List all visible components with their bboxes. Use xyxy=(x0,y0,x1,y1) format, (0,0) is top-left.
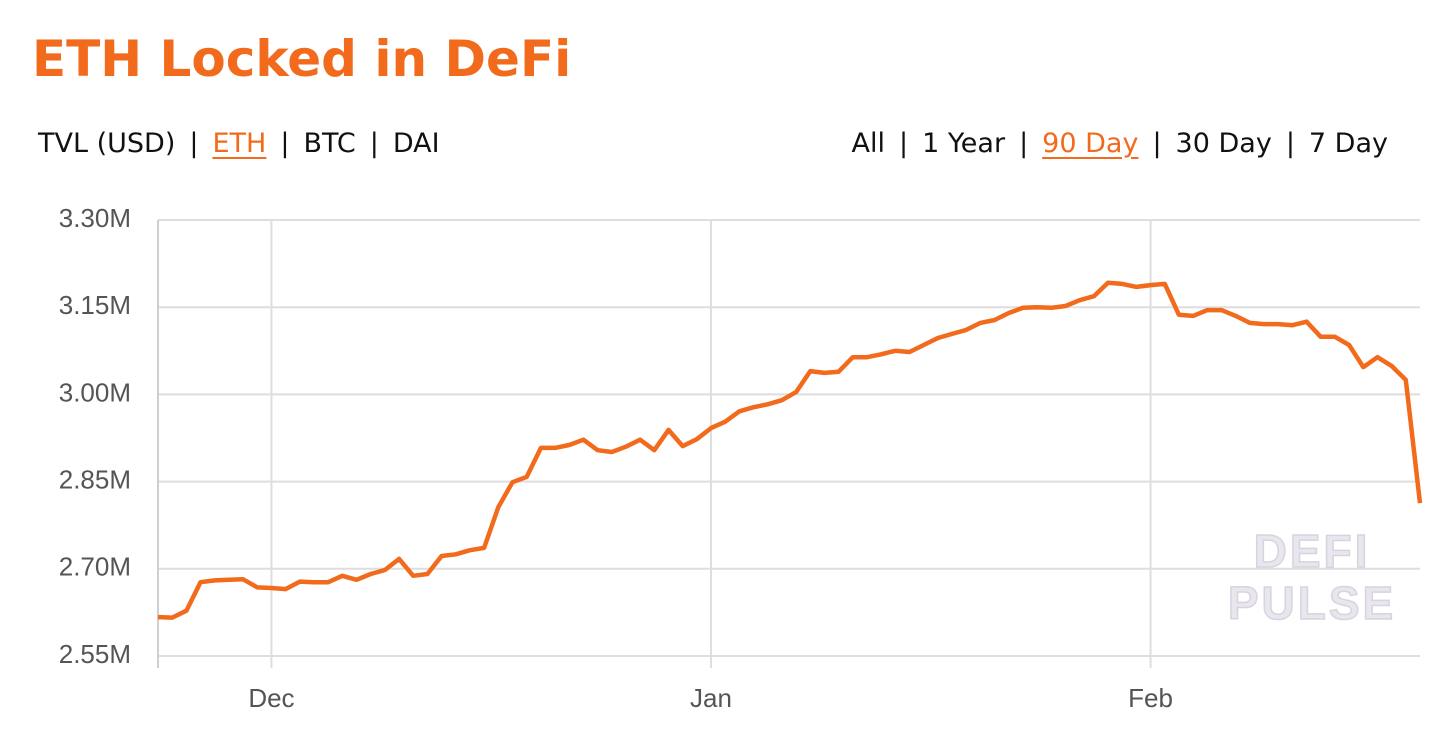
y-tick-label: 3.00M xyxy=(59,377,131,407)
tab[interactable]: All xyxy=(851,128,886,159)
y-tick-label: 2.85M xyxy=(59,464,131,494)
page-title: ETH Locked in DeFi xyxy=(32,30,572,88)
tab-separator: | xyxy=(369,128,379,159)
x-tick-label: Jan xyxy=(690,683,732,713)
tab-separator: | xyxy=(1285,128,1295,159)
y-tick-label: 2.55M xyxy=(59,639,131,669)
y-tick-label: 2.70M xyxy=(59,552,131,582)
y-tick-label: 3.15M xyxy=(59,290,131,320)
tab-separator: | xyxy=(280,128,290,159)
tab[interactable]: TVL (USD) xyxy=(38,128,176,159)
tab[interactable]: DAI xyxy=(392,128,440,159)
range-tabs: All | 1 Year | 90 Day | 30 Day | 7 Day xyxy=(852,128,1388,159)
tab[interactable]: 1 Year xyxy=(922,128,1006,159)
x-tick-label: Dec xyxy=(248,683,294,713)
watermark: DEFI xyxy=(1254,525,1371,577)
metric-tabs: TVL (USD) | ETH | BTC | DAI xyxy=(38,128,440,159)
x-tick-label: Feb xyxy=(1128,683,1173,713)
watermark: PULSE xyxy=(1228,577,1396,629)
tab[interactable]: ETH xyxy=(212,128,267,159)
tab-separator: | xyxy=(1152,128,1162,159)
tab[interactable]: 30 Day xyxy=(1175,128,1272,159)
tab-separator: | xyxy=(899,128,909,159)
data-line xyxy=(157,280,1423,620)
y-tick-label: 3.30M xyxy=(59,203,131,233)
tab[interactable]: 7 Day xyxy=(1308,128,1388,159)
tab-separator: | xyxy=(189,128,199,159)
tab[interactable]: 90 Day xyxy=(1042,128,1139,159)
tab-separator: | xyxy=(1019,128,1029,159)
tab[interactable]: BTC xyxy=(303,128,356,159)
